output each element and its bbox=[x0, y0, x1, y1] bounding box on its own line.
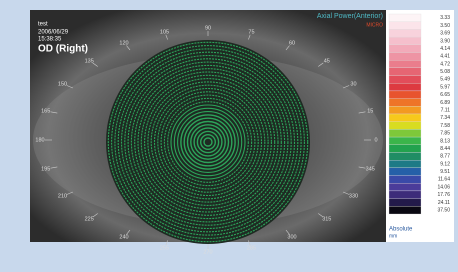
angle-label: 45 bbox=[324, 58, 330, 64]
angle-label: 135 bbox=[85, 58, 94, 64]
angle-label: 105 bbox=[160, 29, 169, 35]
mode: MICRO bbox=[366, 22, 383, 28]
scale-swatch bbox=[389, 22, 421, 30]
scale-label: 8.44 bbox=[440, 146, 450, 152]
scale-label: 7.34 bbox=[440, 115, 450, 121]
scale-swatch bbox=[389, 129, 421, 137]
scale-label: 5.97 bbox=[440, 84, 450, 90]
angle-label: 240 bbox=[119, 234, 128, 240]
scale-label: 3.69 bbox=[440, 31, 450, 37]
scale-swatch bbox=[389, 60, 421, 68]
angle-label: 195 bbox=[41, 166, 50, 172]
scale-swatch bbox=[389, 106, 421, 114]
angle-label: 270 bbox=[203, 249, 212, 255]
scale-swatch bbox=[389, 191, 421, 199]
unit-title: Absolute bbox=[389, 227, 413, 233]
scale-swatch bbox=[389, 91, 421, 99]
angle-label: 225 bbox=[85, 217, 94, 223]
screen: 0 15 30 45 60 75 90 105 120 135 150 165 180 195 210 225… bbox=[0, 0, 458, 272]
scale-label: 6.65 bbox=[440, 92, 450, 98]
scale-label: 8.77 bbox=[440, 154, 450, 160]
scale-label: 6.89 bbox=[440, 100, 450, 106]
scale-label: 14.06 bbox=[437, 184, 450, 190]
scale-label: 5.49 bbox=[440, 77, 450, 83]
angle-label: 15 bbox=[367, 108, 373, 114]
scale-label: 3.90 bbox=[440, 38, 450, 44]
angle-label: 0 bbox=[374, 137, 377, 143]
scale-swatch bbox=[389, 14, 421, 22]
scale-swatch bbox=[389, 29, 421, 37]
angle-label: 285 bbox=[247, 246, 256, 252]
scale-swatch bbox=[389, 168, 421, 176]
scale-swatch bbox=[389, 206, 421, 214]
scale-label: 37.50 bbox=[437, 207, 450, 213]
scale-swatch bbox=[389, 199, 421, 207]
scale-label: 4.41 bbox=[440, 54, 450, 60]
scale-label: 24.11 bbox=[438, 200, 450, 206]
angle-label: 345 bbox=[366, 166, 375, 172]
scale-swatch bbox=[389, 99, 421, 107]
scale-swatch bbox=[389, 176, 421, 184]
scale-label: 5.08 bbox=[440, 69, 450, 75]
patient-name: test bbox=[38, 22, 48, 28]
eye-label: OD (Right) bbox=[38, 44, 88, 55]
exam-date: 2006/06/29 bbox=[38, 30, 69, 36]
angle-label: 30 bbox=[350, 81, 356, 87]
angle-label: 90 bbox=[205, 25, 211, 31]
scale-swatch bbox=[389, 52, 421, 60]
map-title: Axial Power(Anterior) bbox=[317, 13, 383, 20]
scale-label: 9.51 bbox=[440, 169, 450, 175]
angle-label: 120 bbox=[119, 40, 128, 46]
scale-label: 17.76 bbox=[437, 192, 450, 198]
scale-swatch bbox=[389, 114, 421, 122]
iris bbox=[106, 40, 310, 244]
angle-label: 300 bbox=[287, 234, 296, 240]
angle-label: 150 bbox=[58, 81, 67, 87]
scale-swatch bbox=[389, 152, 421, 160]
scale-swatch bbox=[389, 137, 421, 145]
scale-swatch bbox=[389, 83, 421, 91]
scale-swatch bbox=[389, 160, 421, 168]
angle-label: 315 bbox=[322, 217, 331, 223]
scale-label: 7.85 bbox=[440, 131, 450, 137]
scale-swatch bbox=[389, 68, 421, 76]
scale-label: 7.11 bbox=[441, 107, 451, 113]
angle-label: 165 bbox=[41, 108, 50, 114]
scale-label: 3.50 bbox=[440, 23, 450, 29]
scale-swatch bbox=[389, 37, 421, 45]
scale-swatch bbox=[389, 145, 421, 153]
scale-swatch bbox=[389, 183, 421, 191]
scale-label: 11.64 bbox=[438, 177, 450, 183]
scale-label: 7.58 bbox=[440, 123, 450, 129]
scale-label: 8.13 bbox=[440, 138, 450, 144]
unit: mm bbox=[389, 233, 397, 239]
angle-label: 255 bbox=[160, 246, 169, 252]
angle-label: 210 bbox=[58, 193, 67, 199]
scale-label: 4.72 bbox=[440, 61, 450, 67]
angle-label: 330 bbox=[349, 193, 358, 199]
page: 0 15 30 45 60 75 90 105 120 135 150 165 180 195 210 225… bbox=[0, 0, 458, 272]
scale-swatch bbox=[389, 45, 421, 53]
scale-swatch bbox=[389, 76, 421, 84]
angle-label: 180 bbox=[35, 137, 44, 143]
angle-label: 75 bbox=[248, 29, 254, 35]
angle-label: 60 bbox=[289, 40, 295, 46]
scale-label: 3.33 bbox=[440, 15, 450, 21]
scale-swatch bbox=[389, 122, 421, 130]
scale-label: 4.14 bbox=[440, 46, 450, 52]
exam-time: 15:38:35 bbox=[38, 37, 62, 43]
scale-label: 9.12 bbox=[440, 161, 450, 167]
